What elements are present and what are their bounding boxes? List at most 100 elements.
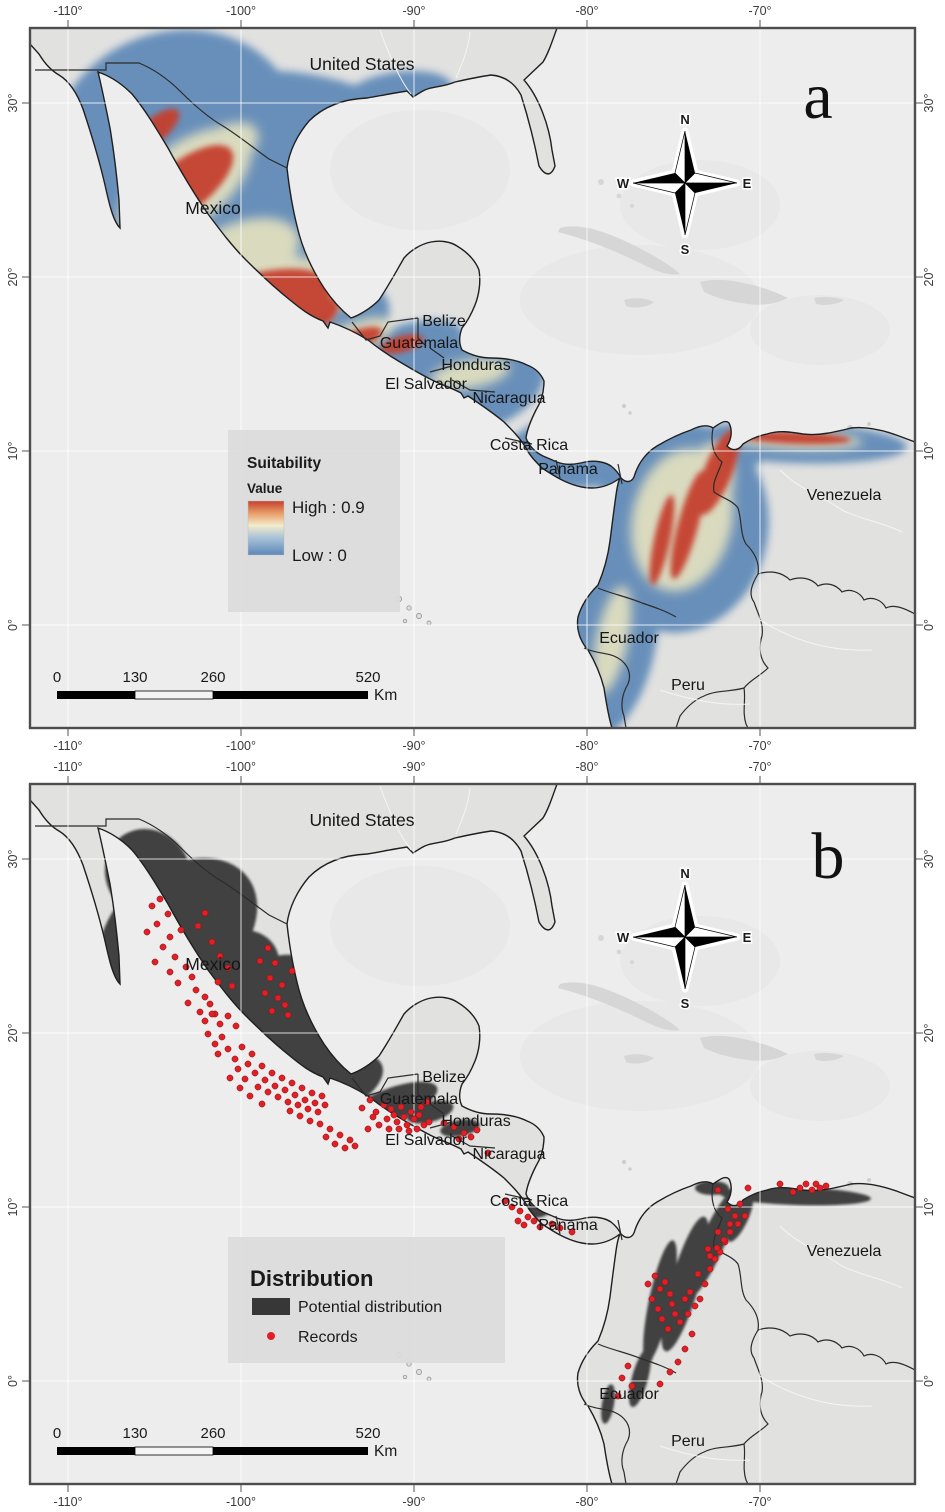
- record-dot: [714, 1186, 722, 1194]
- record-dot: [188, 973, 196, 981]
- axis-labels-a: -110° -110° -100° -100° -90° -90° -80° -80° -70°…: [6, 4, 936, 753]
- record-dot: [654, 1305, 662, 1313]
- record-dot: [244, 1060, 252, 1068]
- record-dot: [714, 1228, 722, 1236]
- record-dot: [326, 1125, 334, 1133]
- record-dot: [196, 1008, 204, 1016]
- record-dot: [720, 1236, 728, 1244]
- record-dot: [694, 1270, 702, 1278]
- record-dot: [530, 1217, 538, 1225]
- legend-b-title: Distribution: [250, 1266, 373, 1291]
- record-dot: [628, 1382, 636, 1390]
- country-label: Peru: [671, 1433, 705, 1450]
- record-dot: [390, 1111, 398, 1119]
- country-label: El Salvador: [385, 1132, 467, 1149]
- lat-label-left: 10°: [6, 442, 20, 461]
- lon-label-top: -80°: [575, 4, 598, 18]
- raster-blob: [739, 431, 851, 445]
- record-dot: [656, 1380, 664, 1388]
- record-dot: [288, 1079, 296, 1087]
- record-dot: [455, 1135, 463, 1143]
- record-dot: [383, 1115, 391, 1123]
- lon-label-bottom: -110°: [53, 1495, 82, 1509]
- scale-tick-label: 520: [355, 1425, 380, 1442]
- record-dot: [691, 1302, 699, 1310]
- record-dot: [298, 1084, 306, 1092]
- record-dot: [397, 1103, 405, 1111]
- scale-seg-3: [213, 691, 368, 699]
- raster-blob: [649, 494, 675, 586]
- record-dot: [524, 1213, 532, 1221]
- scale-tick-label: 130: [122, 669, 147, 686]
- record-dot: [321, 1101, 329, 1109]
- country-label: Mexico: [185, 954, 240, 974]
- record-dot: [614, 1392, 622, 1400]
- lon-label-top: -100°: [226, 4, 256, 18]
- record-dot: [666, 1368, 674, 1376]
- panel-letter-b: b: [812, 820, 845, 893]
- scale-tick-label: 520: [355, 669, 380, 686]
- record-dot: [674, 1358, 682, 1366]
- lon-label-bottom: -80°: [575, 739, 598, 753]
- scale-unit-label: Km: [374, 687, 397, 704]
- record-dot: [484, 1149, 492, 1157]
- record-dot: [201, 909, 209, 917]
- country-label: Panama: [538, 1217, 598, 1234]
- country-label: Costa Rica: [490, 437, 568, 454]
- record-dot: [286, 1107, 294, 1115]
- record-dot: [726, 1220, 734, 1228]
- raster-blob: [592, 586, 632, 694]
- legend-distribution: Distribution Potential distribution Reco…: [228, 1237, 505, 1363]
- record-dot: [231, 1055, 239, 1063]
- lat-label-right: 10°: [922, 442, 936, 461]
- record-dot: [224, 1045, 232, 1053]
- country-label: United States: [309, 54, 414, 74]
- record-dot: [520, 1221, 528, 1229]
- record-dot: [423, 1098, 431, 1106]
- lon-label-bottom: -70°: [748, 1495, 771, 1509]
- record-dot: [148, 902, 156, 910]
- record-dot: [425, 1118, 433, 1126]
- lon-label-bottom: -100°: [226, 1495, 256, 1509]
- panel-a-svg: N E S W -110°-110°-100°-100: [6, 4, 936, 753]
- record-dot: [658, 1315, 666, 1323]
- lon-label-top: -80°: [575, 760, 598, 774]
- record-dot: [618, 1374, 626, 1382]
- record-dot: [182, 963, 190, 971]
- record-dot: [366, 1096, 374, 1104]
- record-dot: [731, 1212, 739, 1220]
- legend-suitability: Suitability Value High : 0.9 Low : 0: [228, 430, 400, 612]
- record-dot: [405, 1127, 413, 1135]
- record-dot: [194, 922, 202, 930]
- scale-tick-label: 0: [53, 1425, 61, 1442]
- country-label: Venezuela: [807, 1243, 882, 1260]
- record-dot: [736, 1200, 744, 1208]
- record-dot: [208, 1010, 216, 1018]
- record-dot: [688, 1330, 696, 1338]
- record-dot: [192, 986, 200, 994]
- country-label: El Salvador: [385, 376, 467, 393]
- country-label: Ecuador: [599, 1386, 659, 1403]
- country-label: Honduras: [441, 1113, 510, 1130]
- lat-label-right: 10°: [922, 1198, 936, 1217]
- record-dot: [246, 1092, 254, 1100]
- record-dot: [501, 1197, 509, 1205]
- lon-label-bottom: -100°: [226, 739, 256, 753]
- record-dot: [696, 1295, 704, 1303]
- scale-tick-label: 0: [53, 669, 61, 686]
- panel-b-svg: -110° -110° -100° -100° -90° -90° -80° -80° -70°…: [6, 760, 936, 1509]
- record-dot: [744, 1184, 752, 1192]
- record-dot: [216, 952, 224, 960]
- record-dot: [395, 1125, 403, 1133]
- record-dot: [201, 1017, 209, 1025]
- lon-label-top: -100°: [226, 760, 256, 774]
- record-dot: [201, 993, 209, 1001]
- record-dot: [258, 1100, 266, 1108]
- record-dot: [234, 1065, 242, 1073]
- country-label: Nicaragua: [473, 1146, 546, 1163]
- record-dot: [467, 1133, 475, 1141]
- record-dots-layer: [143, 895, 830, 1400]
- record-dot: [369, 1113, 377, 1121]
